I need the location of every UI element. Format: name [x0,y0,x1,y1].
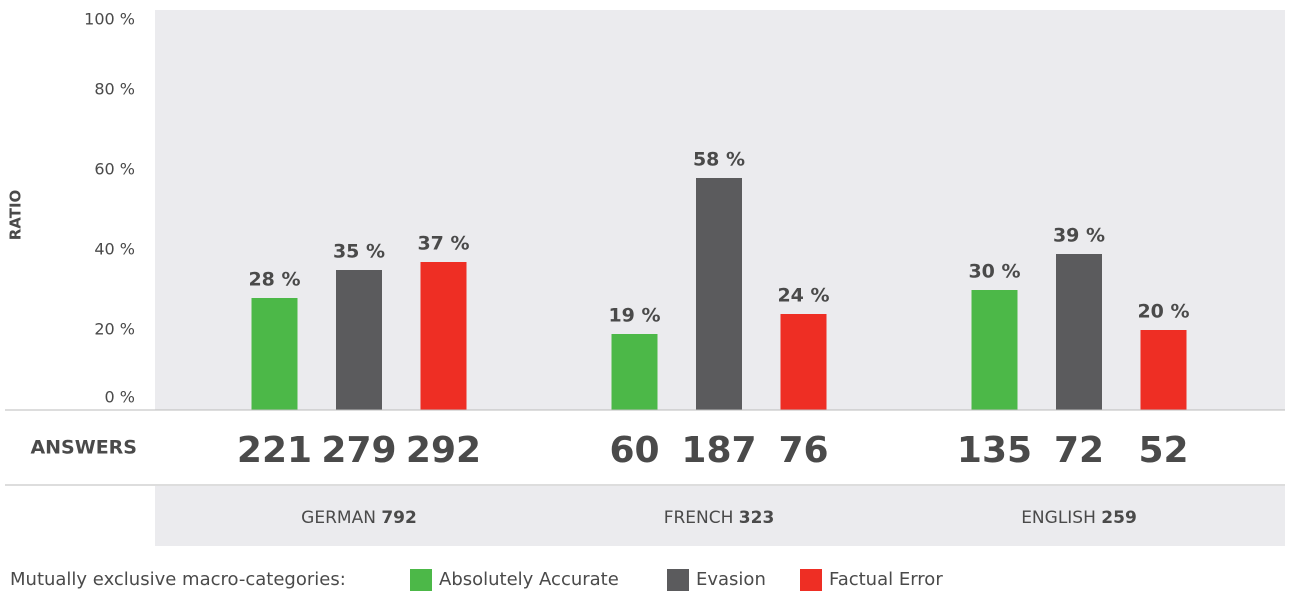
category-label: GERMAN 792 [301,508,417,528]
bar [696,178,742,410]
value-label: 37 % [417,233,469,255]
value-label: 24 % [777,285,829,307]
bar [420,262,467,410]
bar [336,270,382,410]
legend-swatch [667,569,689,591]
y-tick-label: 40 % [94,240,135,259]
legend-swatch [410,569,432,591]
value-label: 35 % [333,241,385,263]
answer-count: 187 [681,430,756,471]
y-axis-label: RATIO [7,190,25,241]
bar [611,334,658,410]
answer-count: 72 [1054,430,1104,471]
value-label: 19 % [608,305,660,327]
value-label: 58 % [693,149,745,171]
answer-count: 135 [957,430,1032,471]
legend-label: Absolutely Accurate [439,569,619,590]
answers-label: ANSWERS [30,437,137,459]
answer-count: 279 [321,430,396,471]
legend-swatch [800,569,822,591]
value-label: 30 % [968,261,1020,283]
answer-count: 60 [609,430,659,471]
bar [780,314,827,410]
value-label: 39 % [1053,225,1105,247]
y-tick-label: 100 % [84,10,135,29]
category-total: 323 [739,508,775,528]
category-name: ENGLISH [1021,508,1096,528]
answer-count: 221 [237,430,312,471]
legend-label: Factual Error [829,569,943,590]
y-tick-label: 60 % [94,160,135,179]
value-label: 20 % [1137,301,1189,323]
category-band [155,486,1285,546]
category-label: ENGLISH 259 [1021,508,1137,528]
value-label: 28 % [248,269,300,291]
category-name: FRENCH [664,508,734,528]
category-label: FRENCH 323 [664,508,775,528]
legend-label: Evasion [696,569,766,590]
category-total: 792 [381,508,417,528]
legend-title: Mutually exclusive macro-categories: [10,569,346,590]
answer-count: 76 [778,430,828,471]
category-total: 259 [1101,508,1137,528]
bar [971,290,1018,410]
answer-count: 52 [1138,430,1188,471]
y-tick-label: 80 % [94,80,135,99]
answer-count: 292 [406,430,481,471]
bar [1140,330,1187,410]
bar [1056,254,1102,410]
y-tick-label: 0 % [105,388,135,407]
category-name: GERMAN [301,508,376,528]
y-tick-label: 20 % [94,320,135,339]
bar [251,298,298,410]
